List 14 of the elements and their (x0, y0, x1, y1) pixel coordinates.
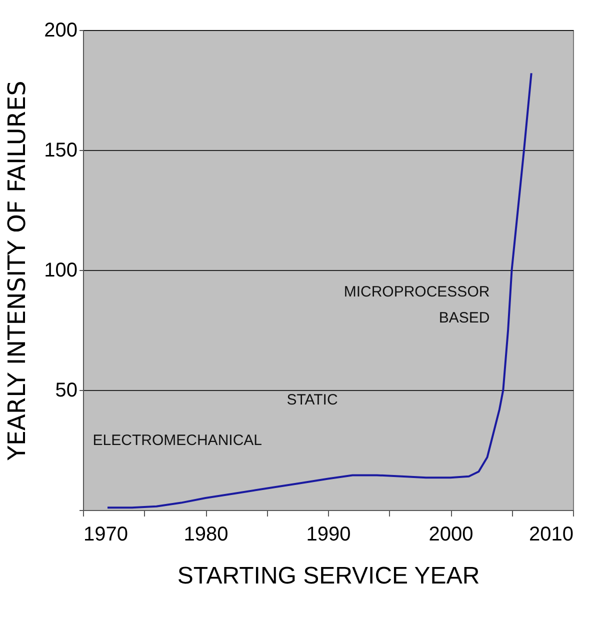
y-axis-title: YEARLY INTENSITY OF FAILURES (3, 80, 32, 462)
annotation: MICROPROCESSOR BASED (344, 283, 490, 326)
y-tick-label: 200 (44, 20, 78, 42)
x-axis-title: STARTING SERVICE YEAR (177, 562, 480, 590)
x-tick-label: 1980 (184, 524, 228, 546)
x-tick-label: 1970 (84, 524, 128, 546)
annotation: STATIC (286, 391, 338, 408)
x-tick-label: 1990 (306, 524, 351, 546)
annotation: ELECTROMECHANICAL (92, 432, 262, 450)
x-tick-label: 2000 (428, 524, 474, 546)
y-tick-label: 150 (44, 140, 78, 162)
y-tick-label: 100 (44, 260, 78, 282)
y-tick-label: 50 (55, 380, 78, 402)
x-tick-label: 2010 (529, 524, 574, 546)
